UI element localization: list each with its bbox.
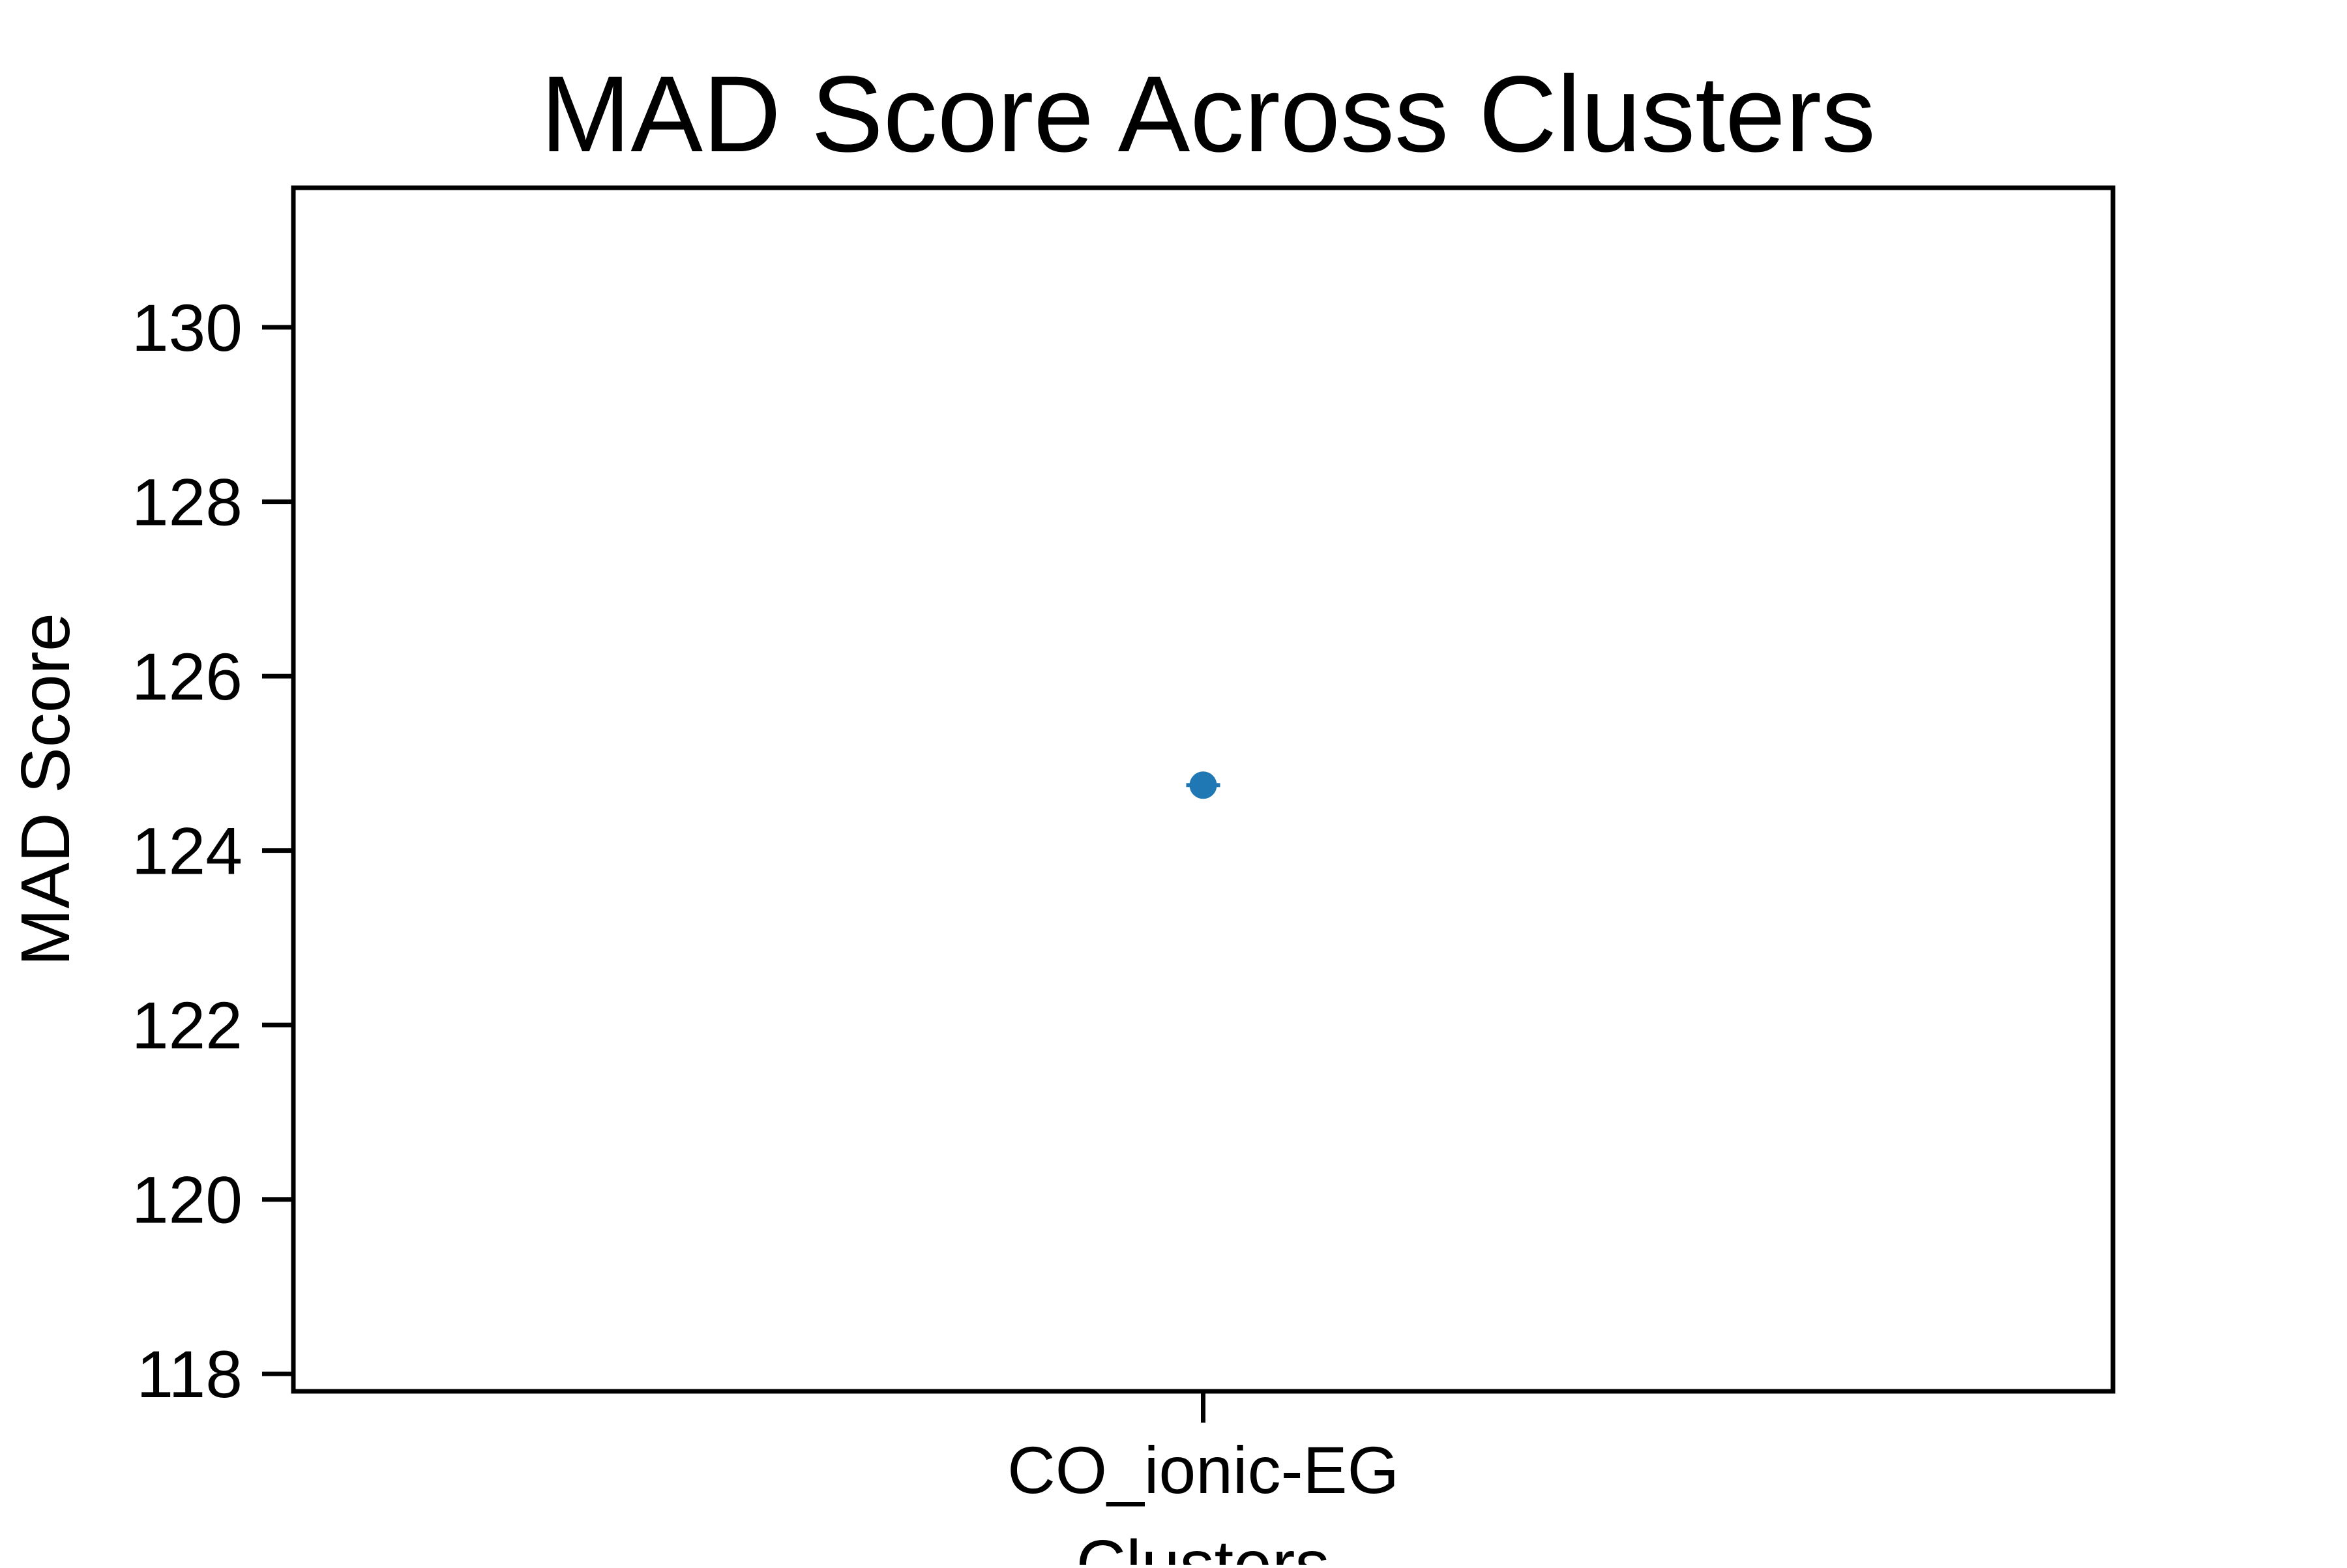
y-tick-label: 122 [132,988,243,1063]
y-tick-label: 124 [132,814,243,889]
data-point [1189,771,1217,799]
y-tick-label: 120 [132,1163,243,1237]
y-axis-ticks: 118 120 122 124 126 128 130 [132,291,293,1412]
x-axis-ticks: CO_ionic-EG [1007,1391,1399,1507]
x-tick-label: CO_ionic-EG [1007,1433,1399,1507]
x-axis-label: Clusters [1076,1526,1330,1565]
y-tick-label: 126 [132,640,243,714]
data-points [1186,771,1220,799]
y-tick-label: 128 [132,466,243,540]
y-tick-label: 130 [132,291,243,365]
y-tick-label: 118 [136,1337,243,1412]
chart-title: MAD Score Across Clusters [540,54,1876,175]
y-axis-label: MAD Score [7,613,84,966]
plot-frame [291,185,2116,1394]
